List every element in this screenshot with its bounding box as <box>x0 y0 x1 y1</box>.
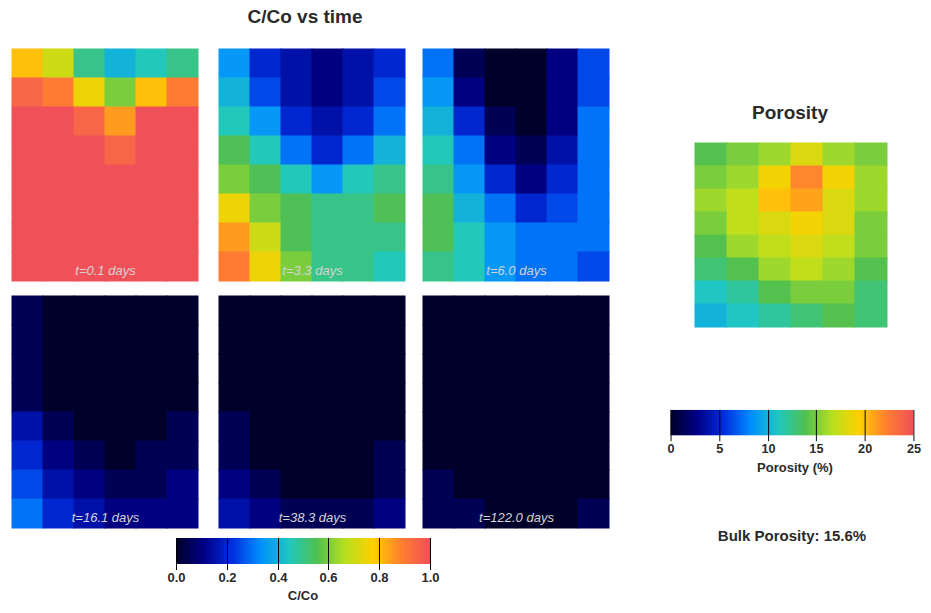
svg-text:20: 20 <box>858 442 872 456</box>
svg-text:15: 15 <box>809 442 823 456</box>
svg-text:1.0: 1.0 <box>421 570 439 585</box>
svg-text:0.0: 0.0 <box>167 570 185 585</box>
svg-text:t=3.3 days: t=3.3 days <box>282 263 343 278</box>
svg-text:0.2: 0.2 <box>218 570 236 585</box>
svg-text:t=38.3 days: t=38.3 days <box>279 510 347 525</box>
svg-text:t=0.1 days: t=0.1 days <box>75 263 136 278</box>
html-text:Porosity (%): Porosity (%) <box>757 460 833 475</box>
svg-text:t=16.1 days: t=16.1 days <box>72 510 140 525</box>
html-text:C/Co: C/Co <box>287 588 319 603</box>
svg-text:5: 5 <box>716 442 723 456</box>
svg-text:25: 25 <box>907 442 921 456</box>
svg-text:0.4: 0.4 <box>269 570 288 585</box>
svg-text:0.8: 0.8 <box>370 570 388 585</box>
html-text:C/Co vs time: C/Co vs time <box>247 6 363 27</box>
html-text:Bulk Porosity: 15.6%: Bulk Porosity: 15.6% <box>717 527 867 544</box>
svg-text:t=122.0 days: t=122.0 days <box>479 510 554 525</box>
svg-text:0: 0 <box>668 442 675 456</box>
html-text:Porosity: Porosity <box>752 102 828 123</box>
svg-text:0.6: 0.6 <box>319 570 337 585</box>
svg-text:10: 10 <box>762 442 776 456</box>
svg-text:t=6.0 days: t=6.0 days <box>486 263 547 278</box>
